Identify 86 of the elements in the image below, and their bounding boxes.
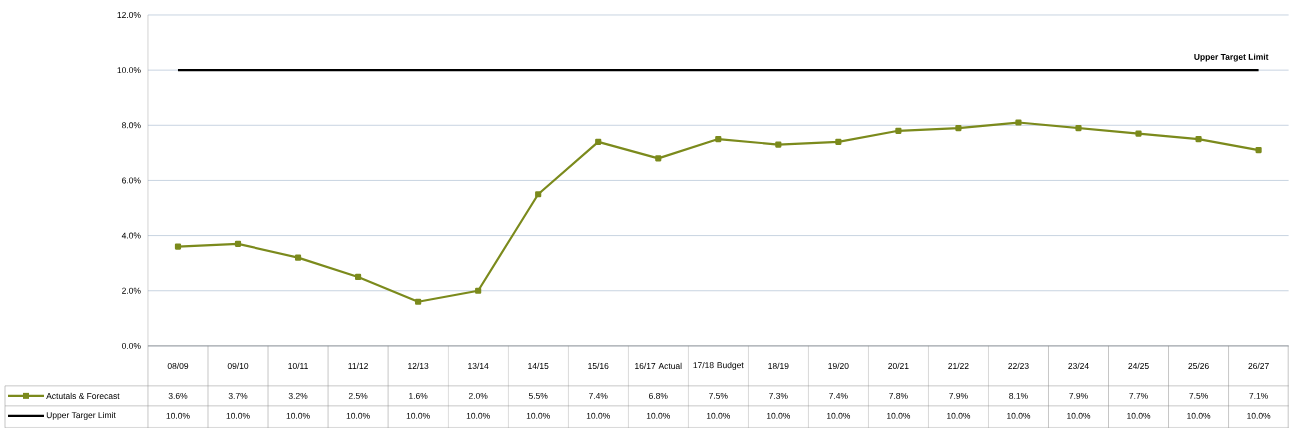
data-label: 7.9%	[1069, 392, 1088, 399]
y-tick-label: 4.0%	[121, 232, 141, 239]
x-tick-label: 16/17 Actual	[635, 362, 682, 369]
data-label: 5.5%	[528, 392, 548, 399]
x-tick-label: 11/12	[348, 362, 368, 369]
legend-label: Upper Targer Limit	[46, 411, 116, 420]
data-label: 10.0%	[1007, 412, 1031, 419]
point	[1255, 146, 1262, 154]
x-tick-label: 24/25	[1128, 362, 1149, 369]
point	[1015, 119, 1022, 126]
y-tick-label: 6.0%	[122, 177, 141, 184]
data-label: 7.5%	[1189, 392, 1208, 399]
point	[475, 287, 482, 294]
data-label: 10.0%	[1127, 412, 1151, 419]
point	[775, 141, 782, 148]
data-label: 7.7%	[1129, 392, 1148, 399]
x-tick-label: 25/26	[1188, 362, 1209, 369]
point	[655, 155, 662, 162]
point	[234, 240, 242, 247]
x-tick-label: 22/23	[1008, 362, 1029, 369]
data-label: 7.8%	[889, 392, 908, 399]
data-label: 10.0%	[226, 412, 250, 419]
data-label: 7.1%	[1249, 392, 1268, 399]
point	[715, 135, 722, 143]
data-label: 10.0%	[286, 412, 310, 419]
point	[955, 124, 962, 132]
x-tick-label: 23/24	[1068, 362, 1089, 369]
legend-label: Actutals & Forecast	[46, 392, 120, 399]
x-tick-label: 15/16	[588, 362, 609, 369]
data-label: 10.0%	[766, 412, 791, 419]
data-label: 10.0%	[1247, 412, 1271, 419]
data-label: 3.7%	[228, 392, 248, 399]
data-label: 10.0%	[1187, 412, 1211, 419]
data-label: 8.1%	[1009, 392, 1028, 399]
data-label: 10.0%	[947, 412, 971, 419]
data-label: 1.6%	[409, 392, 428, 399]
data-label: 10.0%	[827, 412, 851, 419]
data-label: 3.2%	[288, 392, 308, 399]
x-tick-label: 09/10	[227, 362, 249, 369]
point	[835, 138, 842, 145]
point	[174, 243, 182, 250]
data-label: 10.0%	[706, 412, 730, 419]
data-label: 10.0%	[526, 412, 550, 419]
point	[294, 254, 302, 261]
y-tick-label: 8.0%	[122, 122, 141, 129]
data-label: 10.0%	[346, 412, 370, 419]
data-label: 7.3%	[769, 392, 788, 399]
y-tick-label: 10.0%	[117, 67, 141, 74]
data-label: 2.5%	[348, 392, 368, 399]
y-tick-label: 0.0%	[121, 342, 141, 349]
data-label: 10.0%	[586, 412, 610, 419]
x-tick-label: 10/11	[288, 362, 308, 369]
annotation: Upper Target Limit	[1194, 53, 1269, 62]
data-label: 6.8%	[649, 392, 668, 399]
point	[1135, 130, 1142, 137]
data-label: 2.0%	[468, 392, 488, 399]
x-tick-label: 21/22	[948, 362, 969, 369]
x-tick-label: 12/13	[408, 362, 429, 369]
x-tick-label: 26/27	[1248, 362, 1269, 369]
x-tick-label: 17/18 Budget	[693, 361, 744, 370]
point	[1075, 124, 1082, 132]
y-tick-label: 2.0%	[122, 287, 141, 294]
x-tick-label: 18/19	[768, 362, 789, 369]
point	[354, 273, 362, 280]
point	[595, 138, 602, 145]
y-tick-label: 12.0%	[117, 11, 141, 18]
data-label: 7.5%	[709, 392, 728, 399]
data-label: 3.6%	[168, 392, 188, 399]
x-tick-label: 13/14	[468, 362, 489, 369]
point	[1195, 135, 1202, 143]
data-label: 10.0%	[1067, 412, 1091, 419]
point	[895, 127, 902, 134]
x-tick-label: 14/15	[528, 362, 549, 369]
x-tick-label: 20/21	[888, 362, 909, 369]
data-label: 10.0%	[166, 412, 190, 419]
point	[415, 298, 422, 305]
data-label: 7.4%	[589, 392, 608, 399]
x-tick-label: 08/09	[167, 362, 189, 369]
x-tick-label: 19/20	[828, 362, 849, 369]
data-label: 10.0%	[887, 412, 911, 419]
point	[535, 191, 542, 198]
data-label: 7.9%	[949, 392, 968, 399]
data-label: 10.0%	[646, 412, 670, 419]
data-label: 7.4%	[829, 392, 848, 399]
data-label: 10.0%	[466, 412, 490, 419]
data-label: 10.0%	[406, 412, 430, 419]
